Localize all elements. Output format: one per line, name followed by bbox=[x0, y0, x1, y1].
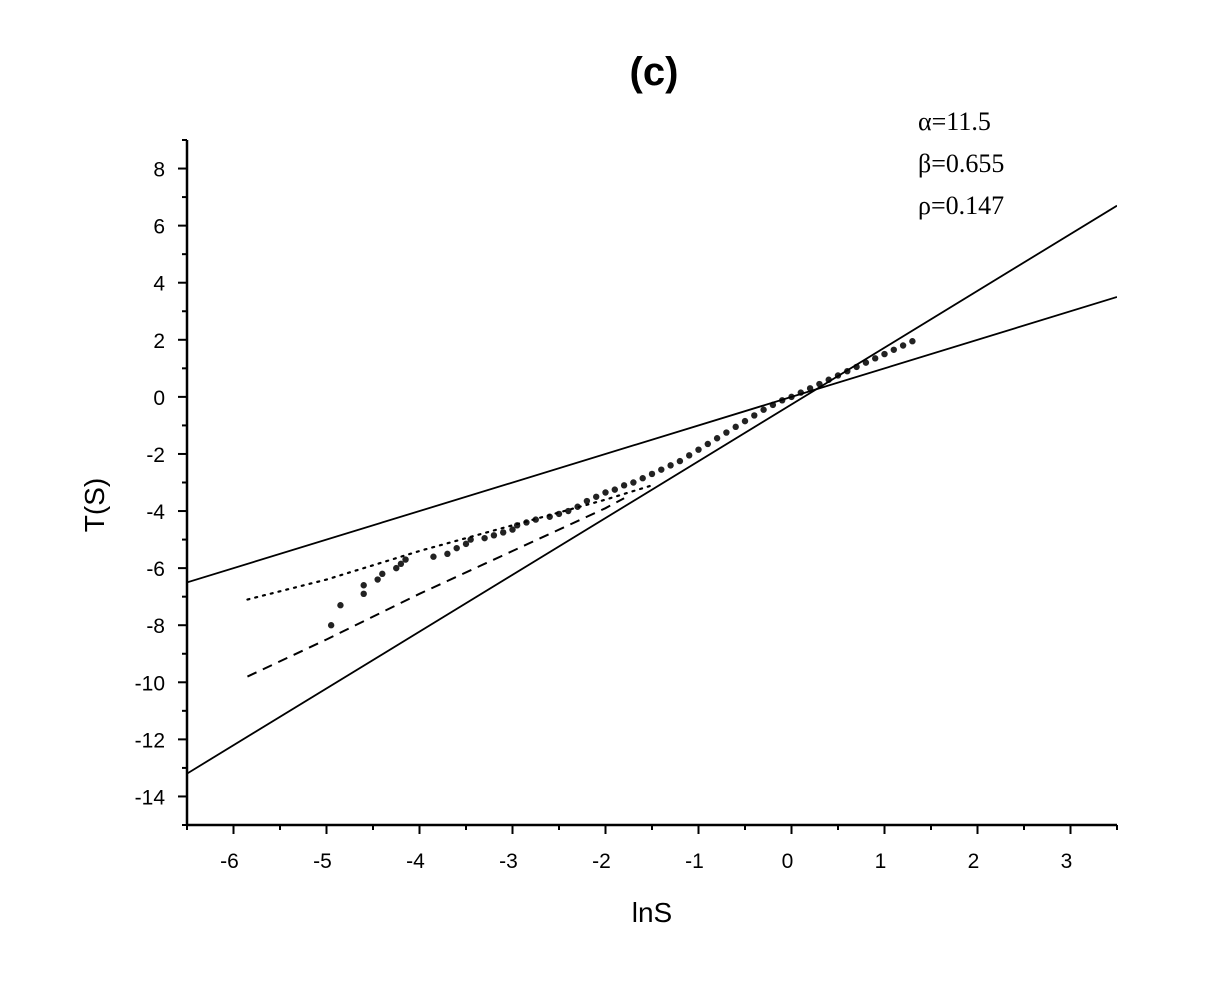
y-tick-label: -12 bbox=[135, 729, 165, 752]
x-axis-title: lnS bbox=[632, 897, 672, 928]
y-tick-label: -8 bbox=[146, 615, 165, 638]
parameter-annotation: α=11.5 bbox=[918, 107, 991, 136]
y-tick-label: -2 bbox=[146, 444, 165, 467]
data-point bbox=[881, 350, 888, 358]
data-point bbox=[327, 622, 335, 629]
data-point bbox=[741, 417, 749, 425]
data-point bbox=[704, 440, 711, 448]
data-point bbox=[490, 532, 498, 539]
y-tick-label: 0 bbox=[153, 387, 165, 410]
data-point bbox=[374, 576, 381, 583]
data-point bbox=[444, 550, 451, 558]
data-point bbox=[402, 556, 409, 563]
x-tick-label: -4 bbox=[406, 850, 425, 873]
data-point bbox=[532, 516, 539, 523]
data-point bbox=[890, 346, 897, 353]
data-point bbox=[751, 412, 758, 419]
data-point bbox=[593, 493, 600, 500]
parameter-annotation: β=0.655 bbox=[918, 149, 1004, 178]
data-point bbox=[630, 479, 637, 486]
series-line-solid bbox=[187, 204, 1117, 775]
x-tick-label: -2 bbox=[592, 850, 611, 873]
y-axis-title: T(S) bbox=[79, 478, 110, 532]
data-point bbox=[337, 602, 344, 609]
data-point bbox=[648, 470, 656, 478]
data-point bbox=[732, 423, 739, 431]
data-point bbox=[453, 544, 460, 552]
series-line-dashed bbox=[247, 497, 625, 678]
series-line-dotted bbox=[246, 484, 654, 601]
y-tick-label: 4 bbox=[153, 273, 165, 296]
y-tick-label: -10 bbox=[135, 672, 165, 695]
data-point bbox=[500, 529, 507, 536]
data-point bbox=[393, 564, 400, 572]
data-point bbox=[658, 466, 665, 473]
x-tick-label: -3 bbox=[499, 850, 518, 873]
data-point bbox=[909, 338, 916, 345]
data-point bbox=[574, 503, 581, 510]
data-point bbox=[430, 553, 437, 560]
data-point bbox=[686, 452, 693, 459]
data-point bbox=[467, 536, 474, 543]
x-tick-label: -1 bbox=[685, 850, 704, 873]
x-tick-label: 0 bbox=[782, 850, 794, 873]
x-tick-label: -5 bbox=[313, 850, 332, 873]
data-point bbox=[723, 429, 730, 436]
data-point bbox=[462, 540, 470, 548]
data-point bbox=[667, 462, 674, 469]
x-tick-label: -6 bbox=[220, 850, 239, 873]
annotations: α=11.5 β=0.655 ρ=0.147 bbox=[918, 107, 1004, 220]
y-tick-label: -4 bbox=[146, 501, 165, 524]
y-tick-label: 8 bbox=[153, 159, 165, 182]
data-point bbox=[639, 475, 646, 482]
data-point bbox=[713, 435, 721, 442]
data-point bbox=[565, 507, 572, 515]
data-point bbox=[360, 590, 367, 598]
data-point bbox=[379, 570, 386, 578]
y-tick-label: -14 bbox=[135, 786, 166, 809]
data-point bbox=[360, 582, 367, 589]
parameter-annotation: ρ=0.147 bbox=[918, 191, 1004, 220]
x-tick-label: 2 bbox=[968, 850, 980, 873]
data-point bbox=[583, 497, 591, 505]
data-point bbox=[481, 534, 488, 542]
y-tick-label: 2 bbox=[153, 330, 165, 353]
data-point bbox=[760, 406, 767, 413]
data-point bbox=[509, 526, 516, 533]
data-point bbox=[397, 560, 405, 568]
plot-area bbox=[187, 204, 1117, 775]
data-point bbox=[676, 457, 684, 465]
data-point bbox=[611, 486, 618, 493]
data-point bbox=[602, 489, 609, 496]
chart-title: (c) bbox=[630, 50, 679, 94]
data-point bbox=[899, 342, 907, 349]
y-tick-label: -6 bbox=[146, 558, 165, 581]
data-point bbox=[695, 446, 702, 453]
series-line-solid bbox=[187, 296, 1117, 584]
y-tick-label: 6 bbox=[153, 216, 165, 239]
data-point bbox=[620, 482, 628, 489]
x-tick-label: 1 bbox=[875, 850, 887, 873]
data-point bbox=[872, 355, 879, 362]
x-tick-label: 3 bbox=[1061, 850, 1073, 873]
